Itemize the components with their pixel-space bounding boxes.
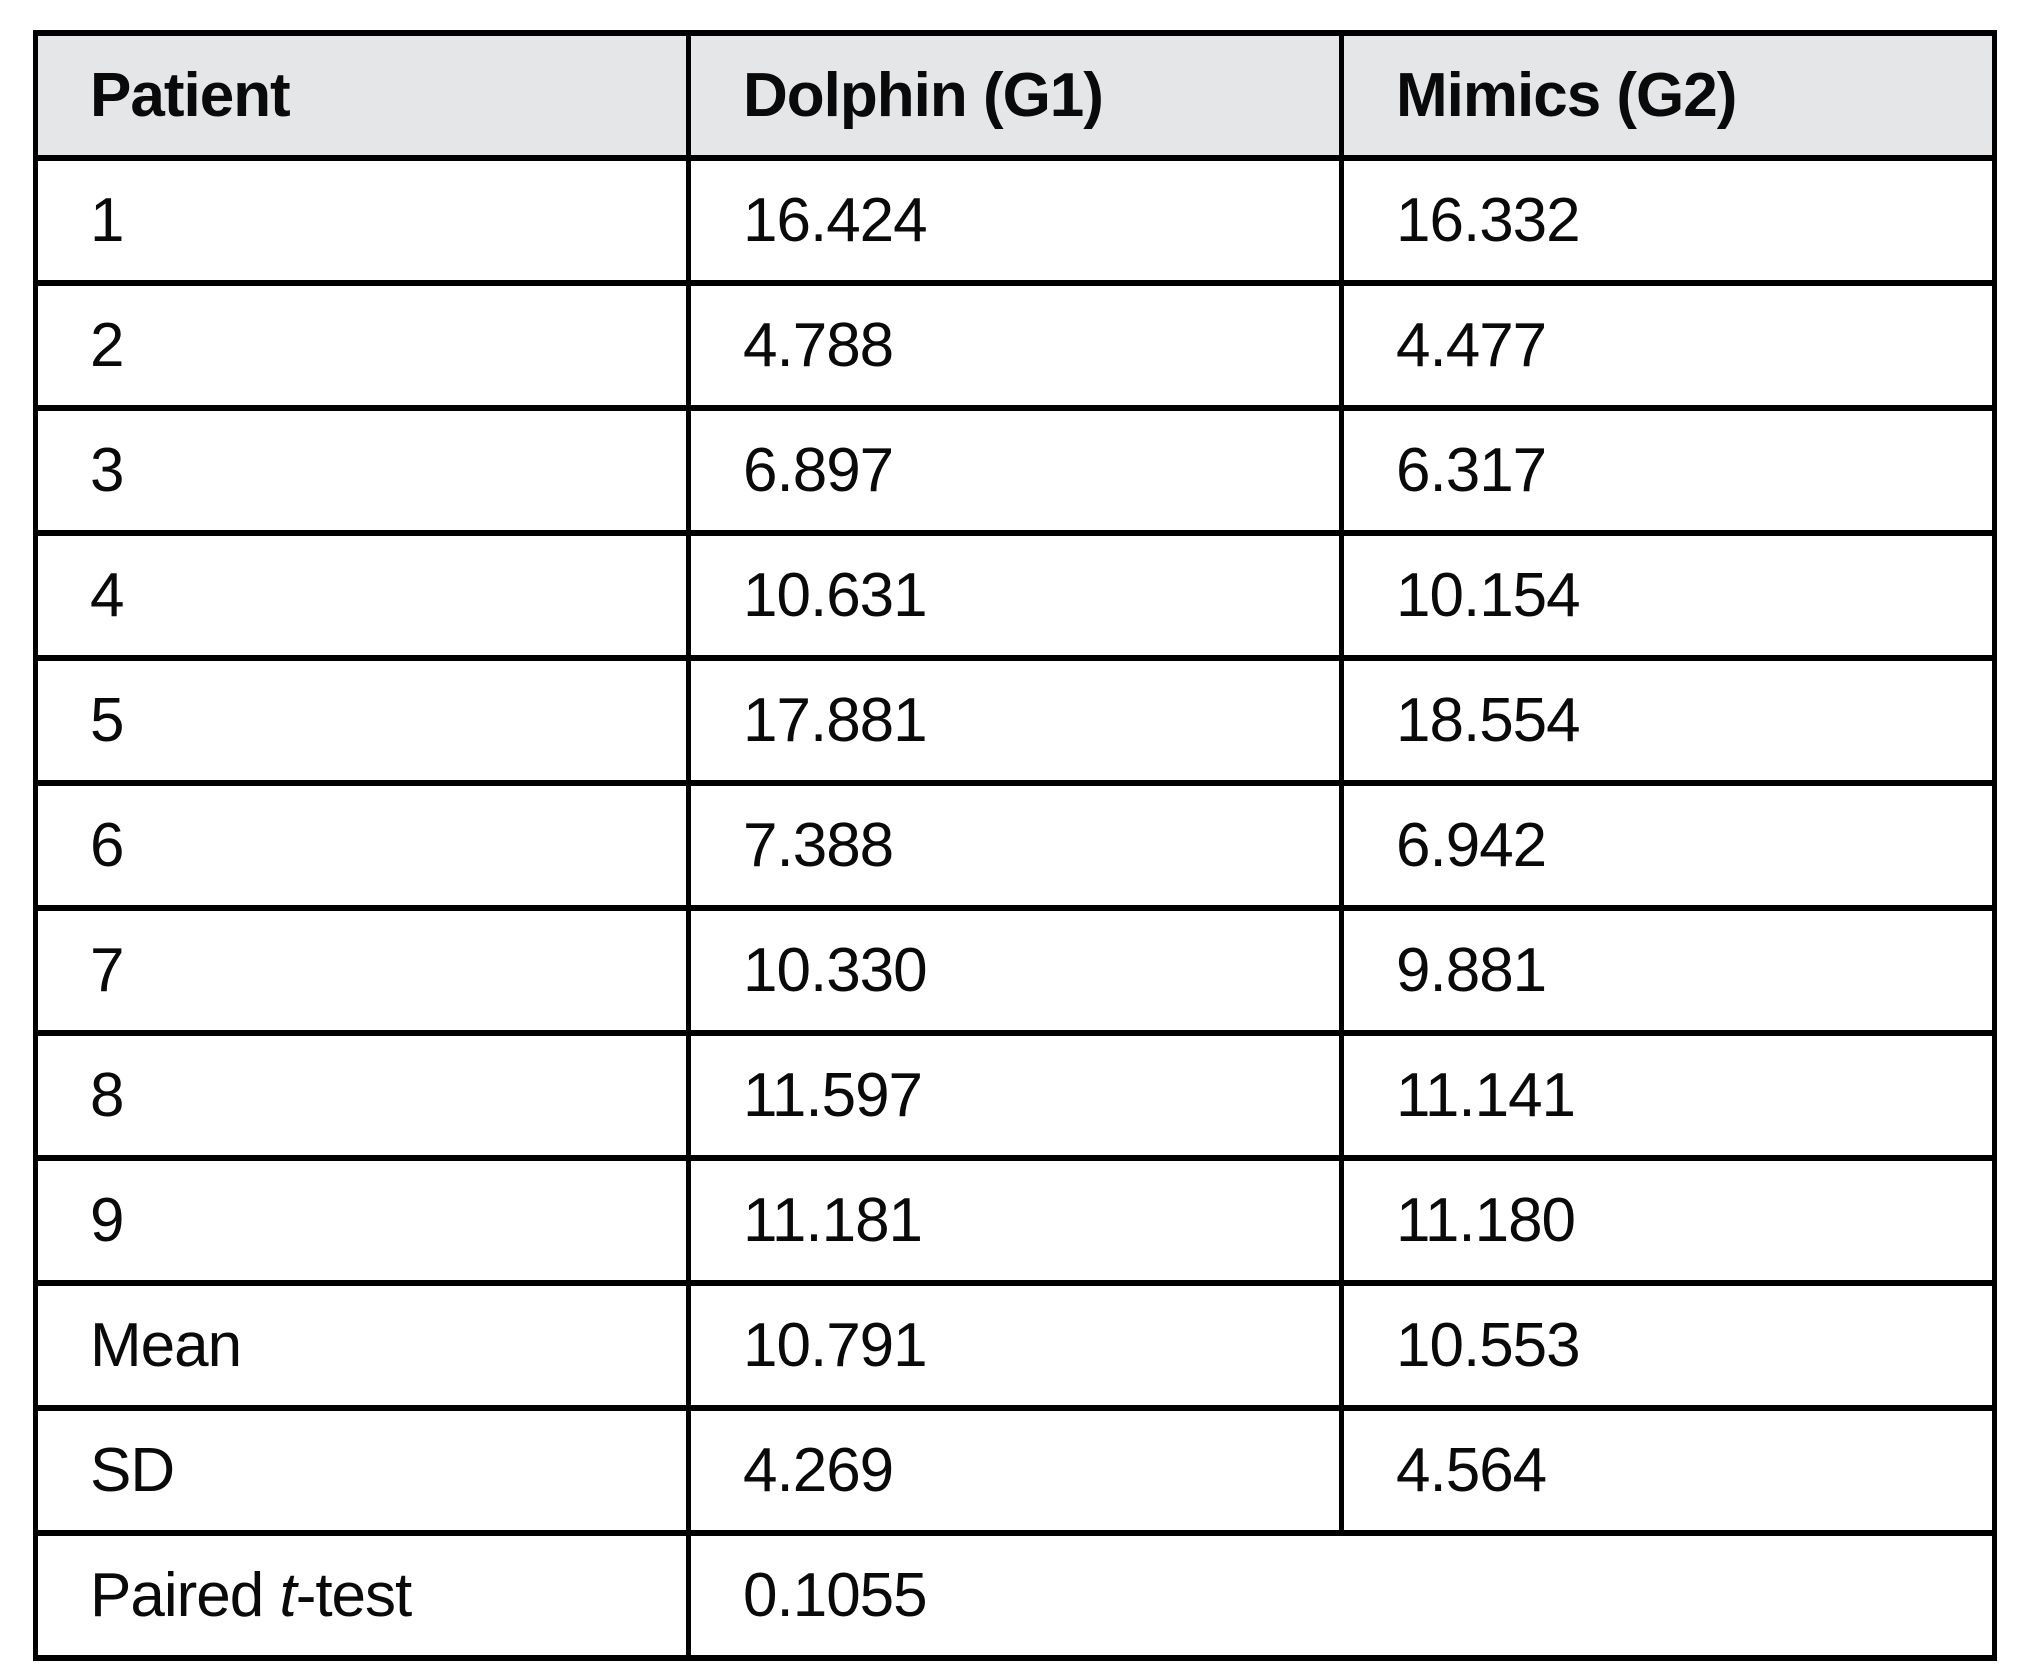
table-row-patient-3: 3 6.897 6.317 (33, 405, 1997, 536)
patient-label-cell: 3 (33, 405, 691, 536)
mimics-value-cell: 11.180 (1339, 1155, 1997, 1286)
ttest-label-cell: Paired t-test (33, 1530, 691, 1661)
table-row-patient-5: 5 17.881 18.554 (33, 655, 1997, 786)
mimics-mean-cell: 10.553 (1339, 1280, 1997, 1411)
dolphin-value-cell: 17.881 (686, 655, 1344, 786)
mimics-value-cell: 11.141 (1339, 1030, 1997, 1161)
mimics-value-cell: 6.942 (1339, 780, 1997, 911)
table-row-sd: SD 4.269 4.564 (33, 1405, 1997, 1536)
dolphin-value-cell: 7.388 (686, 780, 1344, 911)
sd-label-cell: SD (33, 1405, 691, 1536)
ttest-label-italic-t: t (279, 1561, 296, 1630)
mimics-value-cell: 6.317 (1339, 405, 1997, 536)
dolphin-sd-cell: 4.269 (686, 1405, 1344, 1536)
dolphin-value-cell: 10.330 (686, 905, 1344, 1036)
dolphin-mean-cell: 10.791 (686, 1280, 1344, 1411)
dolphin-value-cell: 11.597 (686, 1030, 1344, 1161)
table-row-patient-9: 9 11.181 11.180 (33, 1155, 1997, 1286)
mimics-value-cell: 16.332 (1339, 155, 1997, 286)
table-row-patient-8: 8 11.597 11.141 (33, 1030, 1997, 1161)
patient-label-cell: 5 (33, 655, 691, 786)
ttest-label-suffix: -test (295, 1561, 413, 1630)
column-header-dolphin-g1: Dolphin (G1) (686, 30, 1344, 161)
table-row-mean: Mean 10.791 10.553 (33, 1280, 1997, 1411)
ttest-value-cell: 0.1055 (686, 1530, 1997, 1661)
patient-label-cell: 4 (33, 530, 691, 661)
patient-label-cell: 7 (33, 905, 691, 1036)
dolphin-value-cell: 6.897 (686, 405, 1344, 536)
header-row: Patient Dolphin (G1) Mimics (G2) (33, 30, 1997, 161)
table-row-patient-1: 1 16.424 16.332 (33, 155, 1997, 286)
dolphin-value-cell: 10.631 (686, 530, 1344, 661)
mimics-value-cell: 18.554 (1339, 655, 1997, 786)
dolphin-value-cell: 4.788 (686, 280, 1344, 411)
mimics-sd-cell: 4.564 (1339, 1405, 1997, 1536)
patient-comparison-table: Patient Dolphin (G1) Mimics (G2) 1 16.42… (33, 30, 1997, 1661)
mimics-value-cell: 10.154 (1339, 530, 1997, 661)
table-row-patient-7: 7 10.330 9.881 (33, 905, 1997, 1036)
table-row-ttest: Paired t-test 0.1055 (33, 1530, 1997, 1661)
mimics-value-cell: 4.477 (1339, 280, 1997, 411)
ttest-label-prefix: Paired (90, 1561, 280, 1630)
table-row-patient-2: 2 4.788 4.477 (33, 280, 1997, 411)
dolphin-value-cell: 11.181 (686, 1155, 1344, 1286)
dolphin-value-cell: 16.424 (686, 155, 1344, 286)
table-row-patient-4: 4 10.631 10.154 (33, 530, 1997, 661)
column-header-patient: Patient (33, 30, 691, 161)
patient-label-cell: 8 (33, 1030, 691, 1161)
patient-label-cell: 2 (33, 280, 691, 411)
patient-label-cell: 9 (33, 1155, 691, 1286)
column-header-mimics-g2: Mimics (G2) (1339, 30, 1997, 161)
patient-label-cell: 6 (33, 780, 691, 911)
mimics-value-cell: 9.881 (1339, 905, 1997, 1036)
table-row-patient-6: 6 7.388 6.942 (33, 780, 1997, 911)
patient-label-cell: 1 (33, 155, 691, 286)
mean-label-cell: Mean (33, 1280, 691, 1411)
